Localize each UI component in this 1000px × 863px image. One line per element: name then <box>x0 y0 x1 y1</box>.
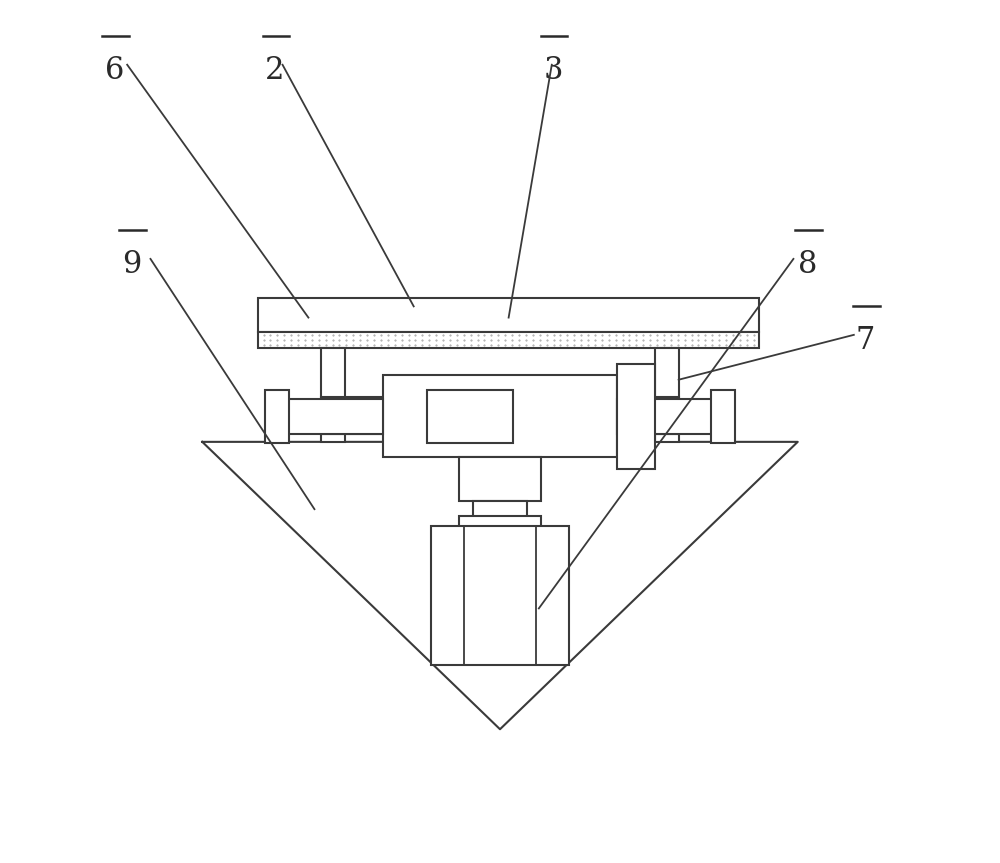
Text: 7: 7 <box>856 324 875 356</box>
Bar <box>282 399 383 434</box>
Bar <box>258 332 759 348</box>
Bar <box>427 390 513 443</box>
Bar <box>459 516 541 528</box>
Bar <box>459 457 541 501</box>
Bar <box>265 390 289 443</box>
Text: 6: 6 <box>105 55 124 86</box>
Bar <box>617 364 655 469</box>
Bar <box>321 348 345 442</box>
Text: 3: 3 <box>543 55 563 86</box>
Text: 8: 8 <box>798 249 817 280</box>
Text: 2: 2 <box>265 55 285 86</box>
Bar <box>473 501 527 518</box>
Text: 9: 9 <box>122 249 141 280</box>
Bar <box>383 375 617 457</box>
Bar <box>258 298 759 332</box>
Bar <box>431 526 569 665</box>
Bar <box>617 399 718 434</box>
Bar <box>321 397 679 434</box>
Bar <box>711 390 735 443</box>
Bar <box>655 348 679 442</box>
